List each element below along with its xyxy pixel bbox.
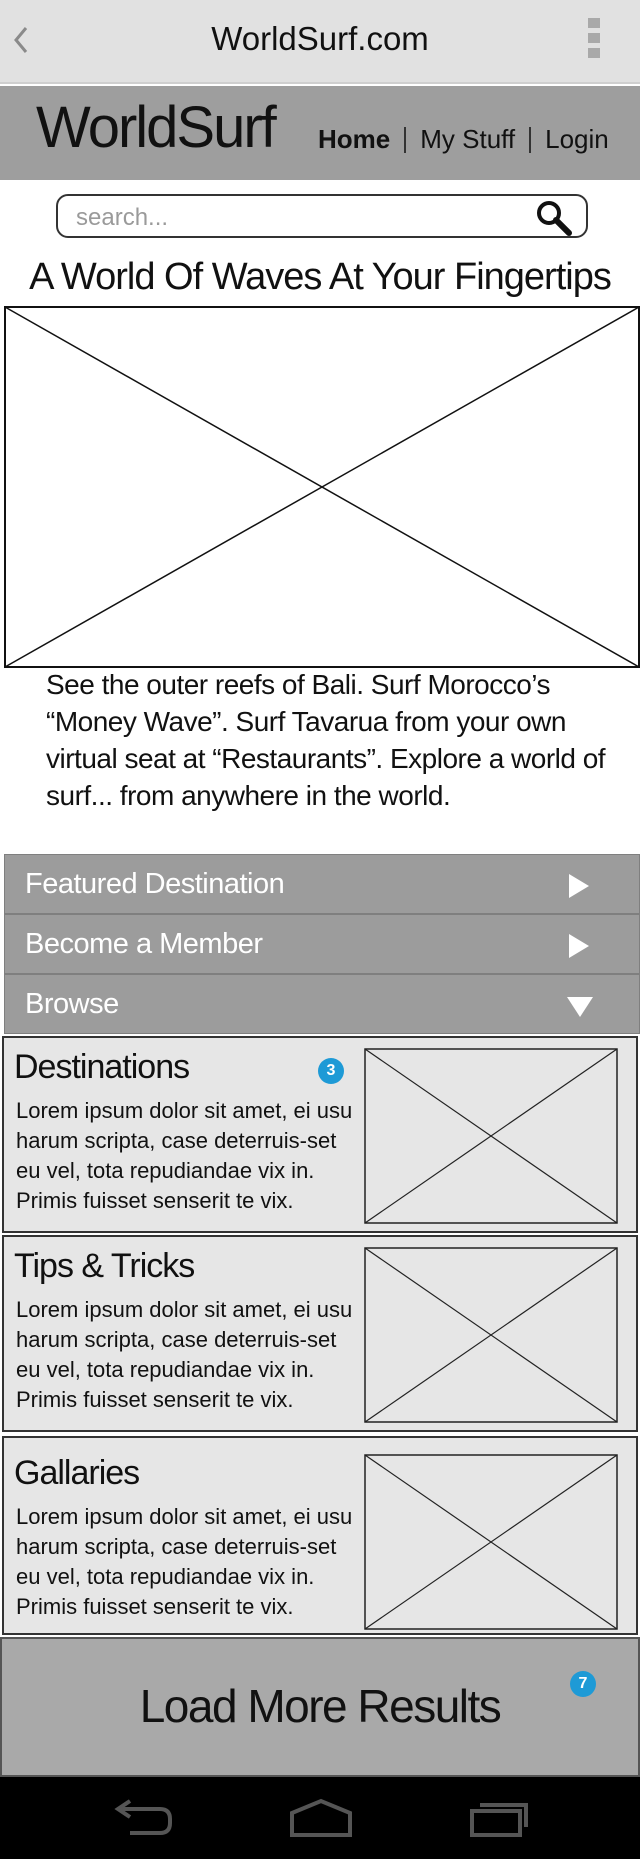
card-image-placeholder [364,1454,618,1630]
accordion-browse[interactable]: Browse [4,974,640,1034]
search-input[interactable]: search... [56,194,588,238]
nav-my-stuff[interactable]: My Stuff [420,124,516,154]
page-headline: A World Of Waves At Your Fingertips [29,256,612,298]
card-image-placeholder [364,1048,618,1224]
accordion-become-member[interactable]: Become a Member [4,914,640,974]
accordion-label: Become a Member [25,928,263,960]
chevron-left-icon[interactable] [10,22,32,58]
site-logo[interactable]: WorldSurf [36,95,277,160]
load-more-label: Load More Results [139,1680,502,1732]
browse-item-gallaries[interactable]: Gallaries Lorem ipsum dolor sit amet, ei… [2,1436,638,1635]
triangle-right-icon [569,874,589,898]
card-title: Destinations [14,1048,190,1086]
main-nav: Home My Stuff Login [318,124,609,155]
browser-topbar: WorldSurf.com [0,0,640,84]
browser-title: WorldSurf.com [211,20,429,57]
triangle-right-icon [569,934,589,958]
home-icon[interactable] [286,1797,356,1839]
nav-divider [404,126,407,153]
recent-apps-icon[interactable] [466,1797,536,1839]
notification-badge: 7 [570,1671,596,1697]
nav-divider [529,126,532,153]
search-placeholder: search... [76,204,169,231]
card-body: Lorem ipsum dolor sit amet, ei usu harum… [16,1504,353,1619]
notification-badge: 3 [318,1058,344,1084]
load-more-button[interactable]: Load More Results 7 [0,1637,640,1777]
browse-item-tips-tricks[interactable]: Tips & Tricks Lorem ipsum dolor sit amet… [2,1235,638,1432]
triangle-down-icon [567,997,593,1017]
card-body: Lorem ipsum dolor sit amet, ei usu harum… [16,1098,353,1213]
accordion-label: Browse [25,988,119,1020]
browse-item-destinations[interactable]: Destinations 3 Lorem ipsum dolor sit ame… [2,1036,638,1233]
hero-image-placeholder [4,306,640,668]
system-nav-bar [0,1777,640,1859]
site-header: WorldSurf Home My Stuff Login [0,86,640,180]
card-image-placeholder [364,1247,618,1423]
card-title: Gallaries [14,1454,140,1492]
kebab-menu-icon[interactable] [588,18,602,62]
nav-home[interactable]: Home [318,124,391,154]
back-icon[interactable] [108,1797,178,1839]
hero-description: See the outer reefs of Bali. Surf Morocc… [46,669,606,811]
nav-login[interactable]: Login [545,124,609,154]
card-title: Tips & Tricks [14,1247,195,1285]
accordion-featured-destination[interactable]: Featured Destination [4,854,640,914]
accordion-label: Featured Destination [25,868,285,900]
card-body: Lorem ipsum dolor sit amet, ei usu harum… [16,1297,353,1412]
search-icon[interactable] [534,198,574,238]
